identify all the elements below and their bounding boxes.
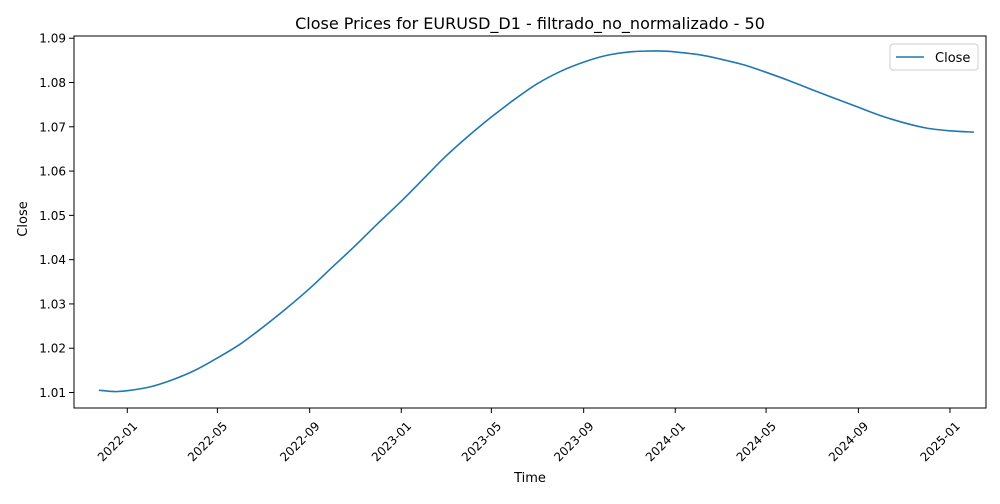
y-axis-label: Close xyxy=(16,201,31,236)
series-line-close xyxy=(98,50,975,393)
plot-frame xyxy=(73,35,987,409)
y-tick-label: 1.05 xyxy=(39,209,66,223)
legend: Close xyxy=(889,43,979,71)
x-axis-label: Time xyxy=(513,471,546,486)
y-tick-label: 1.09 xyxy=(39,32,66,46)
y-tick-label: 1.04 xyxy=(39,253,66,267)
y-tick-label: 1.03 xyxy=(39,297,66,311)
y-tick-label: 1.06 xyxy=(39,165,66,179)
y-tick-label: 1.07 xyxy=(39,120,66,134)
legend-box xyxy=(889,43,979,71)
chart-title: Close Prices for EURUSD_D1 - filtrado_no… xyxy=(295,14,765,34)
y-tick-label: 1.08 xyxy=(39,76,66,90)
legend-label: Close xyxy=(935,51,970,66)
y-tick-label: 1.01 xyxy=(39,386,66,400)
y-tick-label: 1.02 xyxy=(39,342,66,356)
plot-lines xyxy=(98,50,975,393)
